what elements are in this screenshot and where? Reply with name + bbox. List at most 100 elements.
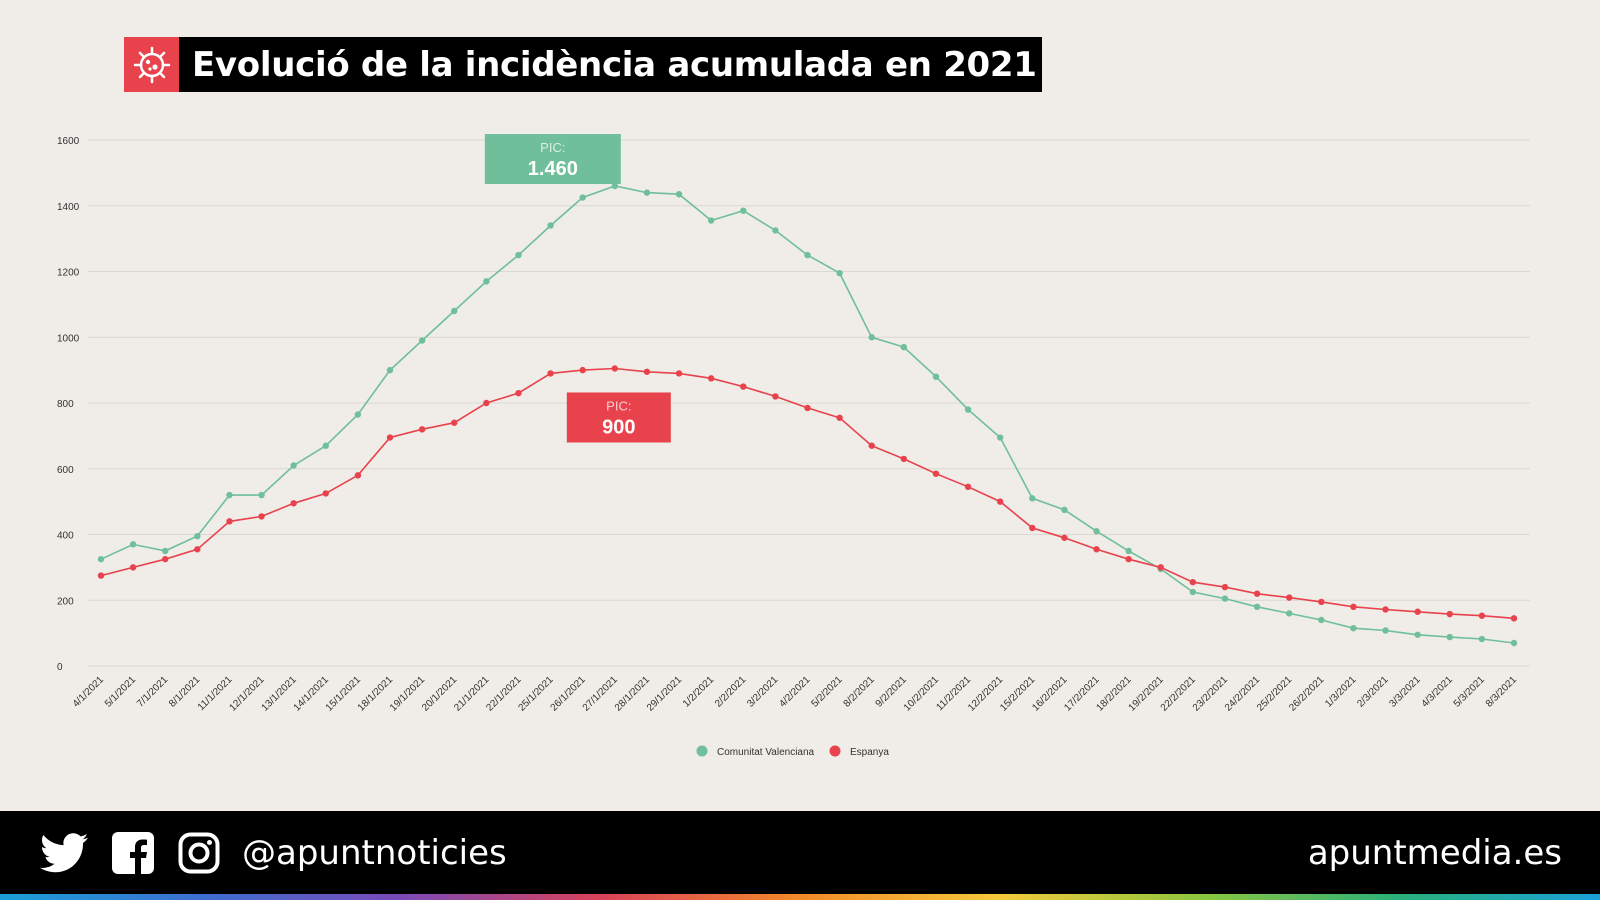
website-link[interactable]: apuntmedia.es <box>1307 832 1562 873</box>
data-point <box>483 278 490 285</box>
x-tick-label: 29/1/2021 <box>645 674 685 714</box>
data-point <box>611 365 619 372</box>
y-tick-label: 1200 <box>57 268 80 279</box>
x-tick-label: 4/2/2021 <box>777 674 813 710</box>
x-tick-label: 26/2/2021 <box>1287 674 1327 714</box>
data-point <box>1061 534 1068 541</box>
data-point <box>515 389 522 397</box>
data-point <box>1286 610 1293 617</box>
data-point <box>354 411 362 418</box>
data-point <box>226 491 233 499</box>
twitter-icon[interactable] <box>40 811 88 894</box>
data-point <box>1478 635 1486 643</box>
data-point <box>643 368 651 375</box>
y-tick-label: 400 <box>57 531 74 542</box>
x-tick-label: 3/3/2021 <box>1387 674 1423 710</box>
data-point <box>162 547 169 555</box>
data-point <box>547 370 554 377</box>
virus-icon <box>124 37 179 92</box>
data-point <box>772 393 779 400</box>
data-point <box>1029 495 1036 502</box>
footer-bar: @apuntnoticies apuntmedia.es <box>0 811 1600 894</box>
data-point <box>1189 578 1197 586</box>
data-point <box>483 399 490 407</box>
x-tick-label: 4/3/2021 <box>1420 674 1456 710</box>
data-point <box>97 555 105 563</box>
x-tick-label: 3/2/2021 <box>745 674 781 710</box>
data-point <box>675 370 683 377</box>
data-point <box>290 500 297 507</box>
y-tick-label: 1600 <box>57 136 80 147</box>
data-point <box>418 337 426 344</box>
instagram-icon[interactable] <box>178 811 220 894</box>
data-point <box>322 490 329 497</box>
data-point <box>707 375 715 382</box>
data-point <box>996 434 1004 441</box>
data-point <box>162 555 169 563</box>
y-tick-label: 0 <box>57 662 63 673</box>
data-point <box>611 182 619 190</box>
data-point <box>1414 631 1421 638</box>
data-point <box>1510 615 1518 622</box>
data-point <box>964 483 972 491</box>
data-point <box>97 572 105 579</box>
y-tick-label: 1400 <box>57 202 80 213</box>
data-point <box>1253 590 1261 597</box>
y-tick-label: 200 <box>57 596 74 607</box>
social-handle[interactable]: @apuntnoticies <box>242 832 507 873</box>
data-point <box>932 470 940 477</box>
peak-annotation-value: 900 <box>602 416 635 438</box>
y-tick-label: 1000 <box>57 333 80 344</box>
data-point <box>418 426 426 433</box>
data-point <box>900 455 908 463</box>
facebook-icon[interactable] <box>112 811 154 894</box>
data-point <box>579 366 586 374</box>
data-point <box>547 222 554 229</box>
data-point <box>1093 528 1100 535</box>
chart-title-bar: Evolució de la incidència acumulada en 2… <box>124 37 1042 92</box>
legend-label: Comunitat Valenciana <box>717 747 815 758</box>
y-tick-label: 800 <box>57 399 74 410</box>
data-point <box>194 532 201 540</box>
data-point <box>932 373 940 380</box>
data-point <box>354 472 362 479</box>
data-point <box>1350 603 1357 611</box>
color-stripe <box>0 894 1600 900</box>
y-tick-label: 600 <box>57 465 74 476</box>
x-tick-label: 5/2/2021 <box>809 674 845 710</box>
data-point <box>1478 612 1486 619</box>
data-point <box>322 442 329 449</box>
data-point <box>258 513 265 520</box>
x-tick-label: 7/1/2021 <box>135 674 171 710</box>
legend-label: Espanya <box>850 747 889 758</box>
data-point <box>1318 616 1325 624</box>
peak-annotation-box <box>566 392 671 443</box>
data-point <box>740 383 747 390</box>
data-point <box>1446 633 1453 641</box>
data-point <box>258 491 265 499</box>
data-point <box>804 404 811 412</box>
data-point <box>129 564 137 571</box>
data-point <box>1093 546 1100 553</box>
x-tick-label: 8/2/2021 <box>842 674 878 710</box>
data-point <box>194 546 201 553</box>
data-point <box>836 269 843 277</box>
data-point <box>772 227 779 234</box>
x-tick-label: 1/2/2021 <box>681 674 717 710</box>
data-point <box>1029 524 1036 532</box>
data-point <box>386 366 394 374</box>
data-point <box>515 251 522 259</box>
peak-annotation-label: PIC: <box>606 398 631 413</box>
x-tick-label: 4/1/2021 <box>71 674 107 710</box>
peak-annotation-value: 1.460 <box>528 158 578 180</box>
data-point <box>1350 624 1357 632</box>
data-point <box>1414 608 1421 615</box>
data-point <box>1318 598 1325 606</box>
x-tick-label: 5/3/2021 <box>1452 674 1488 710</box>
chart-title: Evolució de la incidència acumulada en 2… <box>192 44 1037 85</box>
data-point <box>451 419 458 426</box>
x-tick-label: 2/2/2021 <box>713 674 749 710</box>
legend-marker-espanya <box>829 745 841 757</box>
data-point <box>868 442 875 449</box>
data-point <box>1157 564 1164 571</box>
